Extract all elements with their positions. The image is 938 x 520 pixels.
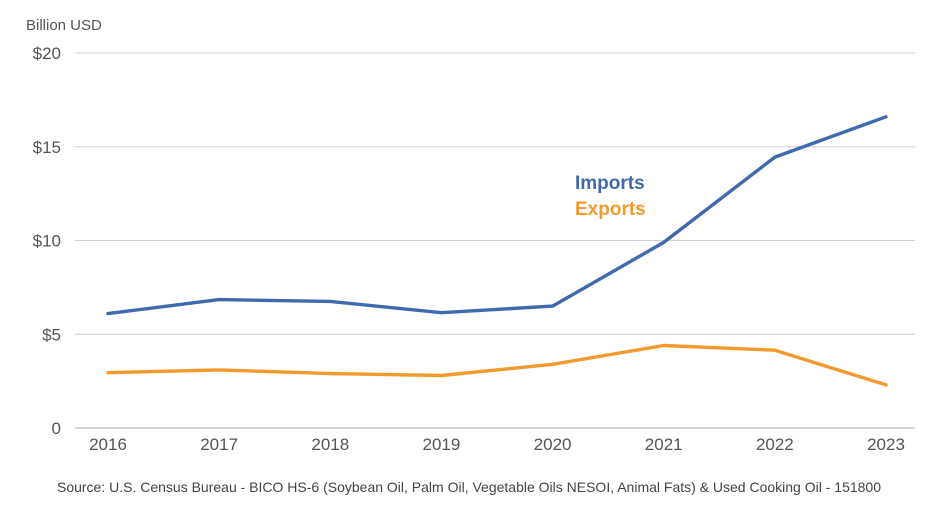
y-tick-label: $5 bbox=[42, 325, 61, 344]
x-tick-label: 2017 bbox=[200, 435, 238, 454]
x-tick-label: 2021 bbox=[645, 435, 683, 454]
y-tick-label: $15 bbox=[33, 138, 61, 157]
x-tick-label: 2019 bbox=[423, 435, 461, 454]
y-tick-label: $10 bbox=[33, 232, 61, 251]
x-tick-label: 2016 bbox=[89, 435, 127, 454]
x-tick-label: 2020 bbox=[534, 435, 572, 454]
x-tick-label: 2023 bbox=[867, 435, 905, 454]
gridlines bbox=[75, 52, 915, 429]
series-line-exports bbox=[106, 343, 888, 387]
legend-exports: Exports bbox=[575, 199, 646, 220]
x-axis-ticks: 2016 2017 2018 2019 2020 2021 2022 2023 bbox=[89, 435, 905, 454]
series-line-imports bbox=[106, 115, 888, 316]
series-lines bbox=[106, 115, 888, 387]
x-tick-label: 2022 bbox=[756, 435, 794, 454]
y-tick-label: $20 bbox=[33, 44, 61, 63]
source-note: Source: U.S. Census Bureau - BICO HS-6 (… bbox=[57, 479, 881, 495]
legend: Imports Exports bbox=[575, 173, 646, 220]
y-axis-unit-label: Billion USD bbox=[26, 17, 102, 34]
y-axis-ticks: 0 $5 $10 $15 $20 bbox=[33, 44, 61, 438]
legend-imports: Imports bbox=[575, 173, 645, 194]
y-tick-label: 0 bbox=[52, 419, 61, 438]
x-tick-label: 2018 bbox=[311, 435, 349, 454]
